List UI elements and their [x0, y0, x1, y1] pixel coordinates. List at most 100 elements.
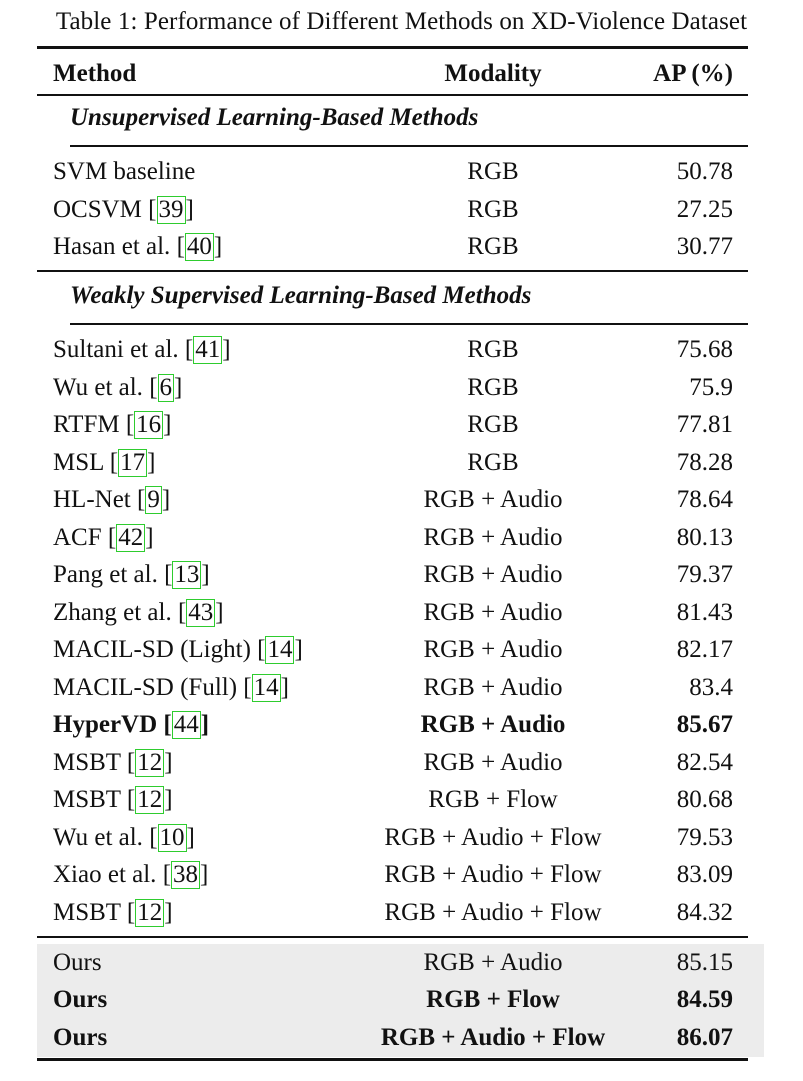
method-cell: MSBT [12]	[53, 748, 173, 777]
modality-cell: RGB + Audio + Flow	[380, 1023, 606, 1051]
citation-link[interactable]: 12	[135, 898, 165, 927]
ap-cell: 79.37	[676, 561, 733, 588]
table-row: Ours RGB + Flow 84.59	[0, 981, 803, 1018]
ap-cell: 27.25	[676, 195, 733, 223]
modality-cell: RGB	[467, 158, 519, 185]
method-cell: MSL [17]	[53, 448, 156, 477]
modality-cell: RGB	[467, 195, 519, 223]
modality-cell: RGB + Audio	[423, 598, 563, 626]
citation-link[interactable]: 14	[265, 636, 295, 664]
section-rule	[70, 323, 748, 325]
ap-cell: 85.15	[676, 949, 733, 976]
method-name: Ours	[53, 986, 108, 1014]
ap-cell: 78.28	[676, 448, 733, 476]
table-row: Wu et al. [6] RGB 75.9	[0, 369, 803, 406]
citation-link[interactable]: 16	[134, 411, 164, 439]
table-row: Hasan et al. [40] RGB 30.77	[0, 228, 803, 265]
ap-cell: 80.68	[676, 786, 733, 813]
method-cell: MACIL-SD (Light) [14]	[53, 636, 303, 664]
table-caption: Table 1: Performance of Different Method…	[55, 8, 748, 35]
ap-cell: 80.13	[676, 523, 733, 551]
method-cell: Ours	[53, 1019, 107, 1056]
ap-cell: 82.54	[676, 748, 733, 776]
citation-link[interactable]: 12	[135, 786, 165, 814]
method-name: SVM baseline	[53, 158, 196, 185]
citation-link[interactable]: 9	[145, 486, 162, 514]
modality-cell: RGB	[467, 233, 519, 260]
citation-link[interactable]: 17	[118, 448, 148, 477]
bottom-rule	[37, 1058, 748, 1061]
method-cell: Pang et al. [13]	[53, 561, 210, 589]
method-cell: MSBT [12]	[53, 786, 173, 814]
method-cell: SVM baseline	[53, 153, 195, 190]
method-name: Sultani et al.	[53, 336, 179, 363]
citation-link[interactable]: 39	[156, 195, 186, 224]
modality-cell: RGB	[467, 336, 519, 363]
table-row: Pang et al. [13] RGB + Audio 79.37	[0, 556, 803, 593]
section-title-unsupervised: Unsupervised Learning-Based Methods	[70, 104, 479, 131]
method-name: HL-Net	[53, 486, 131, 513]
method-name: MACIL-SD (Full)	[53, 673, 238, 701]
method-cell: Wu et al. [6]	[53, 373, 183, 402]
method-name: MACIL-SD (Light)	[53, 636, 251, 663]
table-row: OCSVM [39] RGB 27.25	[0, 191, 803, 228]
table-row: Sultani et al. [41] RGB 75.68	[0, 331, 803, 368]
ap-cell: 84.59	[676, 986, 733, 1014]
method-name: HyperVD	[53, 711, 158, 738]
citation-link[interactable]: 44	[171, 711, 201, 739]
table-row: MSBT [12] RGB + Audio + Flow 84.32	[0, 894, 803, 931]
method-cell: HL-Net [9]	[53, 486, 171, 514]
method-cell: Xiao et al. [38]	[53, 861, 209, 889]
method-name: OCSVM	[53, 195, 142, 223]
modality-cell: RGB + Audio	[423, 949, 563, 976]
method-cell: RTFM [16]	[53, 411, 172, 439]
method-cell: MACIL-SD (Full) [14]	[53, 673, 289, 702]
modality-cell: RGB + Audio	[423, 673, 563, 701]
method-cell: Ours	[53, 981, 107, 1018]
table-row: MSBT [12] RGB + Audio 82.54	[0, 744, 803, 781]
ap-cell: 30.77	[676, 233, 733, 260]
ap-cell: 77.81	[676, 411, 733, 438]
citation-link[interactable]: 12	[135, 748, 165, 777]
method-name: MSL	[53, 448, 104, 476]
header-method: Method	[53, 60, 137, 87]
method-cell: Zhang et al. [43]	[53, 598, 224, 627]
section-rule	[70, 145, 748, 147]
ap-cell: 84.32	[676, 898, 733, 926]
table-row: Xiao et al. [38] RGB + Audio + Flow 83.09	[0, 856, 803, 893]
citation-link[interactable]: 40	[184, 233, 214, 261]
citation-link[interactable]: 6	[157, 373, 175, 402]
ap-cell: 86.07	[676, 1023, 733, 1051]
top-rule	[37, 46, 748, 49]
citation-link[interactable]: 41	[193, 336, 223, 364]
ap-cell: 79.53	[676, 823, 733, 851]
ours-highlight-background	[37, 944, 764, 1057]
modality-cell: RGB + Audio + Flow	[384, 861, 602, 888]
method-name: Wu et al.	[53, 823, 143, 851]
method-cell: Sultani et al. [41]	[53, 336, 231, 364]
table-row: SVM baseline RGB 50.78	[0, 153, 803, 190]
modality-cell: RGB + Flow	[428, 786, 558, 813]
modality-cell: RGB + Flow	[426, 986, 560, 1014]
method-name: Ours	[53, 1023, 108, 1051]
ap-cell: 75.68	[676, 336, 733, 363]
citation-link[interactable]: 38	[171, 861, 201, 889]
citation-link[interactable]: 13	[172, 561, 202, 589]
citation-link[interactable]: 10	[157, 823, 187, 852]
table-row: HL-Net [9] RGB + Audio 78.64	[0, 481, 803, 518]
method-cell: OCSVM [39]	[53, 195, 194, 224]
method-cell: ACF [42]	[53, 523, 154, 552]
table-row: MACIL-SD (Light) [14] RGB + Audio 82.17	[0, 631, 803, 668]
table-header-row: Method Modality AP (%)	[0, 55, 803, 92]
ap-cell: 82.17	[676, 636, 733, 663]
modality-cell: RGB + Audio	[420, 711, 566, 738]
table-row: Wu et al. [10] RGB + Audio + Flow 79.53	[0, 819, 803, 856]
ap-cell: 50.78	[676, 158, 733, 185]
citation-link[interactable]: 42	[116, 523, 146, 552]
modality-cell: RGB	[467, 411, 519, 438]
citation-link[interactable]: 43	[186, 598, 216, 627]
table-row: MSL [17] RGB 78.28	[0, 444, 803, 481]
method-cell: Ours	[53, 944, 102, 981]
citation-link[interactable]: 14	[251, 673, 281, 702]
modality-cell: RGB + Audio	[423, 636, 563, 663]
